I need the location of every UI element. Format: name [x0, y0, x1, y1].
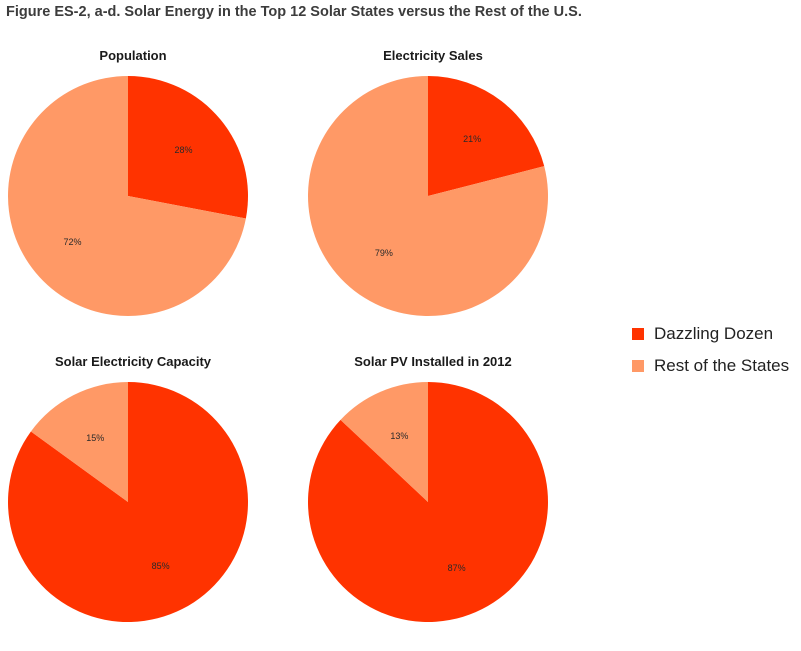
- pie-chart-solar-capacity: Solar Electricity Capacity 85% 15%: [8, 354, 258, 644]
- pie-slice-rest-of-states: [308, 76, 548, 316]
- chart-title: Population: [99, 48, 167, 63]
- legend-item-rest-of-states: Rest of the States: [632, 350, 789, 382]
- pie-chart-solar-pv-2012: Solar PV Installed in 2012 87% 13%: [308, 354, 558, 644]
- legend-label: Rest of the States: [654, 356, 790, 375]
- pie-chart-electricity-sales: Electricity Sales 21% 79%: [308, 48, 558, 338]
- pie-svg: 85% 15%: [8, 382, 248, 622]
- chart-title: Electricity Sales: [383, 48, 483, 63]
- slice-label: 15%: [86, 433, 104, 443]
- pie-slice-dazzling-dozen: [428, 76, 545, 196]
- pie-svg: 87% 13%: [308, 382, 548, 622]
- pie-svg: 28% 72%: [8, 76, 248, 316]
- slice-label: 85%: [152, 561, 170, 571]
- pie-slice-rest-of-states: [8, 76, 246, 316]
- pie-chart-population: Population 28% 72%: [8, 48, 258, 338]
- legend-swatch: [632, 328, 644, 340]
- slice-label: 87%: [448, 563, 466, 573]
- slice-label: 28%: [174, 145, 192, 155]
- slice-label: 13%: [390, 431, 408, 441]
- legend-swatch: [632, 360, 644, 372]
- chart-title: Solar PV Installed in 2012: [354, 354, 512, 369]
- legend: Dazzling Dozen Rest of the States: [632, 318, 789, 382]
- legend-item-dazzling-dozen: Dazzling Dozen: [632, 318, 789, 350]
- slice-label: 21%: [463, 134, 481, 144]
- figure-title: Figure ES-2, a-d. Solar Energy in the To…: [6, 4, 582, 20]
- pie-svg: 21% 79%: [308, 76, 548, 316]
- chart-title: Solar Electricity Capacity: [54, 354, 212, 369]
- pie-slice-rest-of-states: [340, 382, 428, 502]
- slice-label: 79%: [375, 248, 393, 258]
- pie-slice-dazzling-dozen: [8, 382, 248, 622]
- legend-label: Dazzling Dozen: [654, 324, 774, 343]
- slice-label: 72%: [64, 237, 82, 247]
- pie-slice-rest-of-states: [30, 382, 128, 502]
- pie-slice-dazzling-dozen: [128, 76, 248, 219]
